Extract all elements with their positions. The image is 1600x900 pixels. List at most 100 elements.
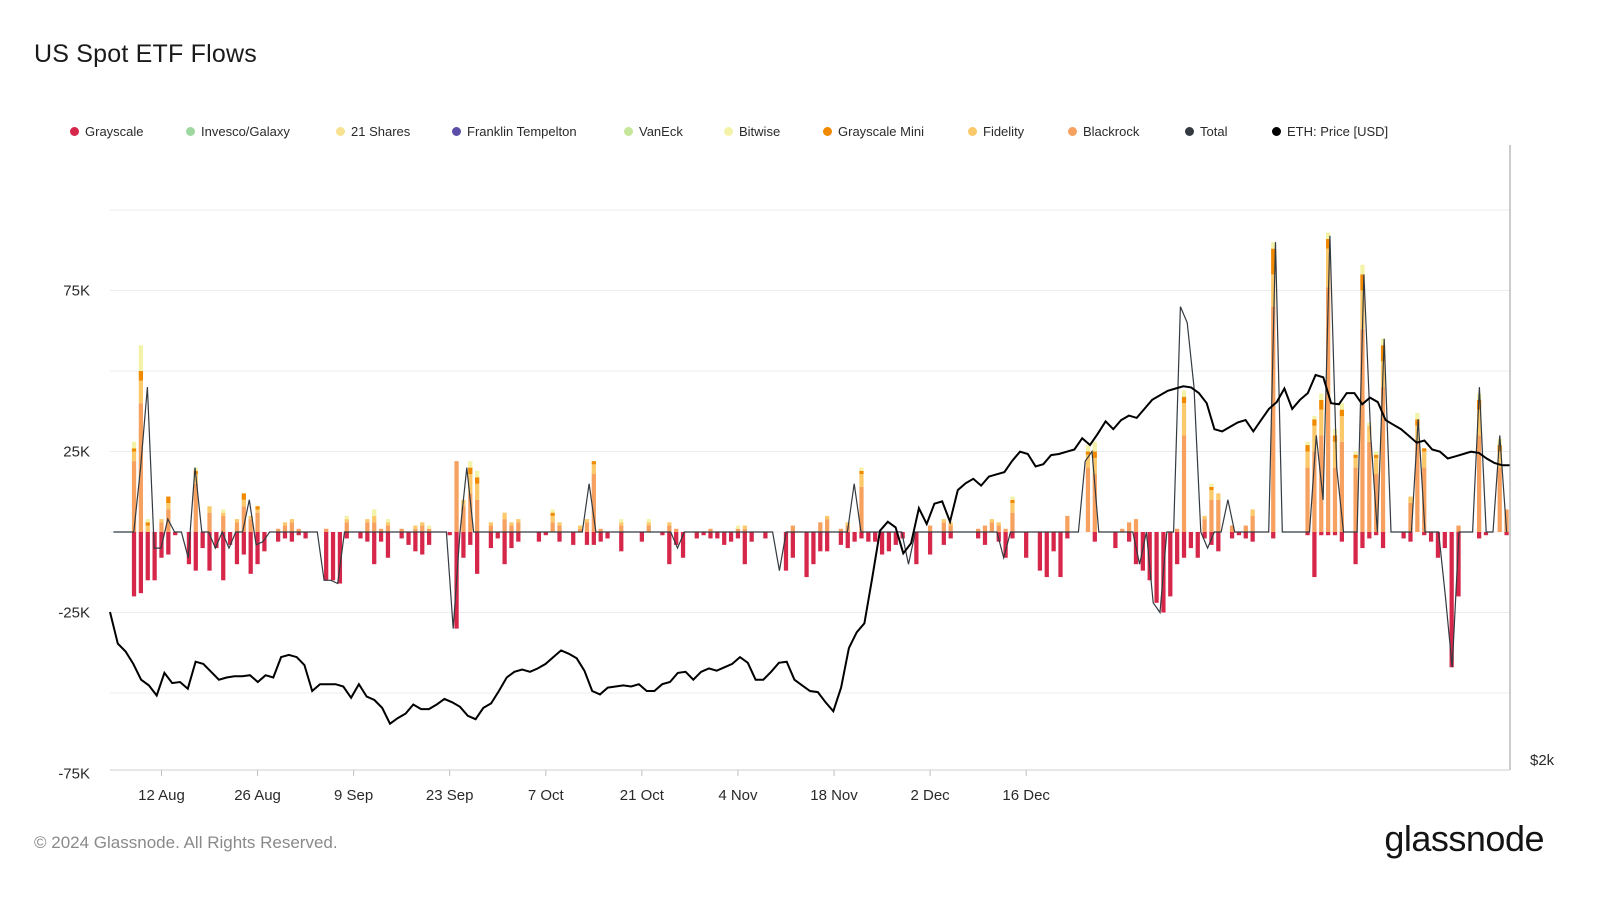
flow-bar-segment <box>255 512 260 532</box>
flow-bar-segment <box>372 509 377 516</box>
flow-bar-segment <box>516 532 521 542</box>
legend-item-bitwise[interactable]: Bitwise <box>724 124 823 139</box>
y-tick-label: 25K <box>63 444 90 461</box>
flow-bar-segment <box>1003 532 1008 558</box>
flow-bar-segment <box>1202 519 1207 532</box>
flow-bar-segment <box>584 519 590 523</box>
flow-bar-segment <box>1367 425 1372 442</box>
flow-bar-segment <box>1024 532 1029 558</box>
flow-bar-segment <box>557 522 562 526</box>
flow-bar-segment <box>1092 474 1097 532</box>
x-axis-labels: 12 Aug 26 Aug 9 Sep 23 Sep 7 Oct 21 Oct 4 Nov 1… <box>138 770 1050 804</box>
flow-bar-segment <box>1305 467 1310 532</box>
flow-bar-segment <box>646 525 651 532</box>
flow-bar-segment <box>989 519 994 523</box>
flow-bar-segment <box>385 522 391 526</box>
flow-bar-segment <box>461 506 466 532</box>
right-axis-tick-2k: $2k <box>1530 752 1555 769</box>
flow-bar-segment <box>591 474 596 532</box>
flow-bar-segment <box>488 525 494 532</box>
flow-bar-segment <box>1188 532 1194 549</box>
flow-bar-segment <box>790 532 795 558</box>
flow-bar-segment <box>639 532 644 542</box>
flow-bar-segment <box>598 532 603 542</box>
legend-item-eth-price-usd-[interactable]: ETH: Price [USD] <box>1272 124 1422 139</box>
flow-bar-segment <box>1456 532 1461 597</box>
flow-bar-segment <box>598 528 603 532</box>
flow-bar-segment <box>426 525 432 529</box>
flow-bar-segment <box>152 532 157 581</box>
flow-bar-segment <box>577 528 583 532</box>
flow-bar-segment <box>468 532 473 545</box>
flow-bar-segment <box>543 532 548 536</box>
flow-bar-segment <box>138 371 144 381</box>
flow-bar-segment <box>838 528 844 532</box>
flow-bar-segment <box>516 522 521 532</box>
flow-bar-segment <box>591 464 596 475</box>
flow-bar-segment <box>1483 532 1489 536</box>
flow-bar-segment <box>557 532 562 542</box>
flow-bar-segment <box>742 525 747 529</box>
legend-label: Invesco/Galaxy <box>201 124 290 139</box>
y-tick-label: -25K <box>58 605 90 622</box>
legend-item-grayscale[interactable]: Grayscale <box>70 124 186 139</box>
y-tick-label: 75K <box>63 283 90 300</box>
legend-item-fidelity[interactable]: Fidelity <box>968 124 1068 139</box>
flow-bar-segment <box>282 525 288 532</box>
flow-bar-segment <box>1243 532 1248 539</box>
flow-bar-segment <box>536 532 542 542</box>
flow-bar-segment <box>893 532 898 545</box>
flow-bar-segment <box>1360 274 1365 291</box>
flow-bar-segment <box>1271 274 1276 307</box>
flow-bar-segment <box>1339 416 1344 442</box>
flow-bar-segment <box>818 522 823 532</box>
flow-bar-segment <box>282 522 288 526</box>
flow-bar-segment <box>1380 387 1386 532</box>
legend-item-vaneck[interactable]: VanEck <box>624 124 724 139</box>
flow-bar-segment <box>241 532 246 555</box>
flow-bar-segment <box>138 532 144 594</box>
flow-bar-segment <box>866 532 871 542</box>
legend-item-blackrock[interactable]: Blackrock <box>1068 124 1185 139</box>
flow-bar-segment <box>475 532 480 574</box>
flow-bar-segment <box>1051 532 1056 552</box>
legend-item-21-shares[interactable]: 21 Shares <box>336 124 452 139</box>
legend-item-grayscale-mini[interactable]: Grayscale Mini <box>823 124 968 139</box>
flow-bar-segment <box>1010 512 1015 532</box>
flow-bar-segment <box>1058 532 1063 578</box>
flow-bar-segment <box>701 532 706 536</box>
glassnode-logo: glassnode <box>1384 818 1544 859</box>
gridlines <box>110 209 1510 694</box>
flow-bar-segment <box>1353 532 1358 565</box>
flow-bar-segment <box>879 532 885 555</box>
legend-item-invesco-galaxy[interactable]: Invesco/Galaxy <box>186 124 336 139</box>
flow-bar-segment <box>804 532 809 578</box>
flow-bar-segment <box>337 532 343 584</box>
flow-bar-segment <box>1236 532 1242 536</box>
legend-item-franklin-tempelton[interactable]: Franklin Tempelton <box>452 124 624 139</box>
legend-item-total[interactable]: Total <box>1185 124 1272 139</box>
y-axis-labels: 75K 25K -25K -75K <box>58 283 90 783</box>
flow-bar-segment <box>1120 528 1125 532</box>
flow-bar-segment <box>1367 532 1372 539</box>
flow-bar-segment <box>1360 532 1365 549</box>
flow-bar-segment <box>255 532 260 565</box>
flow-bar-segment <box>982 525 988 532</box>
flow-bar-segment <box>1202 532 1207 539</box>
flow-bar-segment <box>131 461 137 532</box>
flow-bar-segment <box>1271 248 1276 275</box>
flow-bar-segment <box>234 532 240 565</box>
flow-bar-segment <box>488 532 494 549</box>
legend-label: Bitwise <box>739 124 781 139</box>
flow-bar-segment <box>1497 445 1502 452</box>
flow-bar-segment <box>1339 441 1344 532</box>
flow-bar-segment <box>1229 532 1235 539</box>
flow-bar-segment <box>1250 532 1255 542</box>
flow-bar-segment <box>1181 390 1187 397</box>
flow-bar-segment <box>145 532 150 581</box>
flow-bar-segment <box>502 519 507 532</box>
flow-bar-segment <box>941 522 946 532</box>
legend-label: Franklin Tempelton <box>467 124 577 139</box>
flow-bar-segment <box>145 522 150 526</box>
